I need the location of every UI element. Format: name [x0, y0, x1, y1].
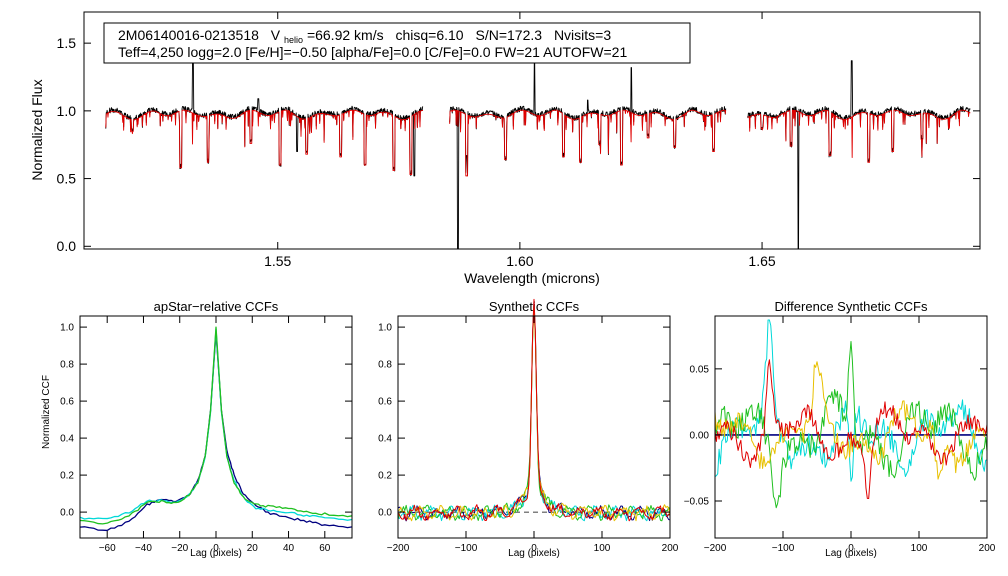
synthetic-ticks: −200 −100 0 100 200 0.0 0.2 0.4 0.6 0.8 1.0 — [378, 316, 679, 554]
x-tick-label: −20 — [171, 543, 188, 554]
vhelio-value: =66.92 km/s — [307, 27, 384, 43]
y-tick-label: 0.00 — [690, 430, 710, 441]
y-tick-label: 1.0 — [60, 323, 74, 334]
x-tick-label: 1.55 — [264, 253, 291, 269]
x-tick-label: 100 — [594, 543, 611, 554]
y-tick-label: 0.0 — [57, 238, 77, 254]
apstar-title: apStar−relative CCFs — [154, 299, 279, 314]
apstar-plot-area — [79, 326, 353, 532]
spectrum-xlabel: Wavelength (microns) — [464, 270, 600, 286]
synthetic-ccf-line-visit-3 — [397, 302, 671, 522]
difference-ccf-line-combined-2 — [714, 359, 988, 500]
difference-xlabel: Lag (pixels) — [825, 548, 877, 559]
chisq-value: chisq=6.10 — [395, 27, 463, 43]
y-tick-label: 0.4 — [60, 434, 74, 445]
synthetic-ccf-line-visit-2 — [397, 304, 671, 522]
difference-ccf-panel: Difference Synthetic CCFs −200 −100 0 100 20… — [684, 299, 996, 559]
y-tick-label: 0.5 — [57, 170, 77, 186]
spectrum-ylabel: Normalized Flux — [29, 79, 45, 180]
x-tick-label: 40 — [283, 543, 295, 554]
observed-spectrum-line — [449, 63, 727, 250]
x-tick-label: −60 — [99, 543, 116, 554]
y-tick-label: 1.0 — [57, 103, 77, 119]
synthetic-ccf-line-combined-1 — [397, 306, 671, 522]
x-tick-label: −200 — [387, 543, 410, 554]
x-tick-label: −100 — [772, 543, 795, 554]
synthetic-xlabel: Lag (pixels) — [508, 548, 560, 559]
y-tick-label: 0.8 — [60, 360, 74, 371]
synthetic-ccf-line-combined-2 — [397, 298, 671, 522]
y-tick-label: 0.6 — [378, 397, 392, 408]
x-tick-label: −200 — [704, 543, 727, 554]
synthetic-spectrum-line — [747, 109, 971, 163]
apstar-axes-frame — [79, 315, 353, 539]
info-box-line1: 2M06140016-0213518 V helio =66.92 km/s c… — [118, 27, 611, 46]
y-tick-label: 0.05 — [690, 364, 710, 375]
snr-value: S/N=172.3 — [475, 27, 542, 43]
vhelio-prefix: V — [271, 27, 281, 43]
x-tick-label: 1.60 — [506, 253, 533, 269]
star-id: 2M06140016-0213518 — [118, 27, 259, 43]
apstar-ylabel: Normalized CCF — [41, 375, 52, 449]
synthetic-ccf-line-visit-1 — [397, 300, 671, 522]
y-tick-label: 1.0 — [378, 323, 392, 334]
spectrum-panel: 1.55 1.60 1.65 0.0 0.5 1.0 1.5 Wavelength (mic… — [29, 11, 981, 286]
observed-spectrum-line — [105, 63, 424, 177]
y-tick-label: −0.05 — [684, 497, 710, 508]
vhelio-subscript: helio — [284, 35, 303, 45]
difference-ccf-line-combined-1 — [714, 361, 988, 480]
apstar-ticks: −60 −40 −20 0 20 40 60 0.0 0.2 0.4 0.6 0.8 1.0 — [60, 316, 352, 554]
y-tick-label: 0.6 — [60, 397, 74, 408]
ccf-line-visit-3 — [79, 326, 353, 525]
x-tick-label: 60 — [319, 543, 331, 554]
x-tick-label: 200 — [662, 543, 679, 554]
apstar-xlabel: Lag (pixels) — [190, 548, 242, 559]
y-tick-label: 0.8 — [378, 360, 392, 371]
synthetic-spectrum-line — [449, 109, 727, 177]
y-tick-label: 0.0 — [378, 508, 392, 519]
x-tick-label: 200 — [979, 543, 996, 554]
info-box: 2M06140016-0213518 V helio =66.92 km/s c… — [103, 22, 691, 64]
y-tick-label: 0.4 — [378, 434, 392, 445]
difference-ccf-line-visit-3 — [714, 340, 988, 509]
info-box-frame — [103, 22, 691, 64]
apstar-ccf-panel: apStar−relative CCFs −60 −40 −20 0 20 40 60 0.0… — [41, 299, 353, 559]
x-tick-label: 100 — [911, 543, 928, 554]
spectrum-plot-area — [105, 60, 971, 250]
ccf-line-visit-1 — [79, 332, 353, 532]
difference-ticks: −200 −100 0 100 200 −0.05 0.00 0.05 — [684, 316, 996, 554]
y-tick-label: 0.2 — [60, 471, 74, 482]
y-tick-label: 1.5 — [57, 35, 77, 51]
info-box-line2: Teff=4,250 logg=2.0 [Fe/H]=−0.50 [alpha/… — [118, 44, 627, 60]
difference-plot-area — [714, 319, 988, 509]
y-tick-label: 0.0 — [60, 508, 74, 519]
x-tick-label: 1.65 — [748, 253, 775, 269]
spectrum-axes-frame — [83, 11, 981, 250]
spectrum-ticks: 1.55 1.60 1.65 0.0 0.5 1.0 1.5 — [57, 12, 980, 269]
x-tick-label: 0 — [531, 543, 537, 554]
synthetic-spectrum-line — [105, 109, 424, 175]
synthetic-axes-frame — [397, 315, 671, 539]
x-tick-label: −100 — [455, 543, 478, 554]
ccf-line-visit-2 — [79, 328, 353, 521]
y-tick-label: 0.2 — [378, 471, 392, 482]
synthetic-plot-area — [397, 298, 671, 522]
x-tick-label: −40 — [135, 543, 152, 554]
x-tick-label: 0 — [213, 543, 219, 554]
nvisits-value: Nvisits=3 — [554, 27, 611, 43]
observed-spectrum-line — [747, 60, 971, 250]
difference-title: Difference Synthetic CCFs — [775, 299, 928, 314]
synthetic-ccf-panel: Synthetic CCFs −200 −100 0 100 2000.00.20.40… — [378, 298, 679, 559]
x-tick-label: 20 — [247, 543, 259, 554]
x-tick-label: 0 — [848, 543, 854, 554]
